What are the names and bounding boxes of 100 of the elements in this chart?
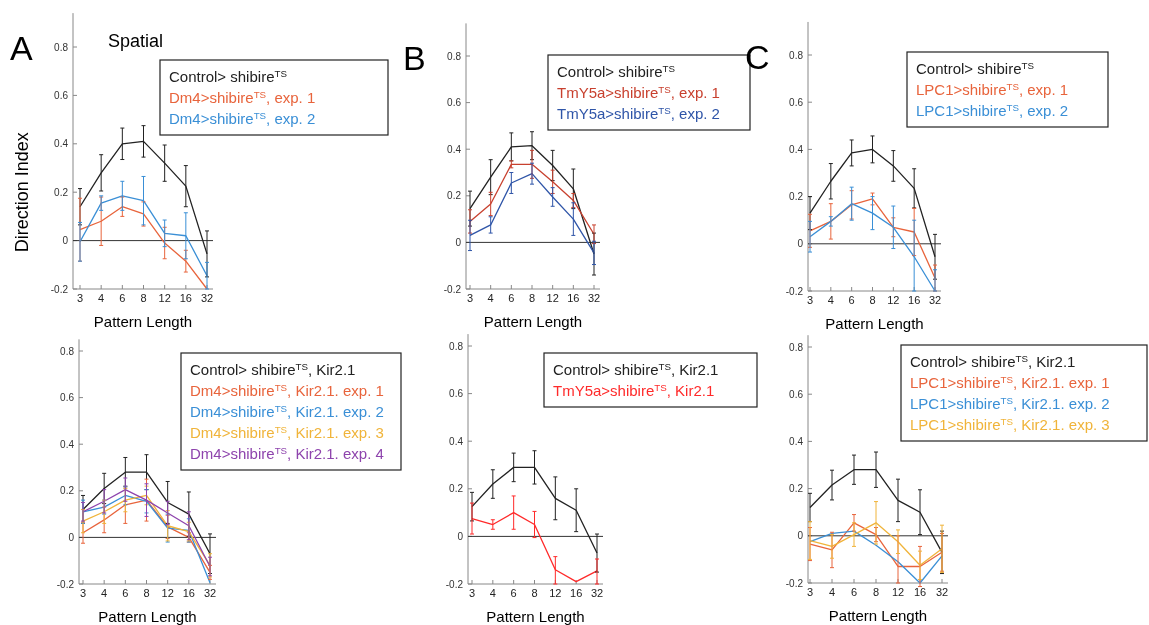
- y-tick-label: -0.2: [785, 577, 804, 589]
- x-tick-label: 16: [182, 587, 195, 599]
- text: Dm4>shibire$^{TS}$, exp. 2: [169, 109, 316, 127]
- text: Dm4>shibire$^{TS}$, Kir2.1. exp. 4: [190, 444, 384, 462]
- x-tick-label: 6: [848, 294, 855, 306]
- y-tick-label: 0.6: [54, 89, 69, 101]
- x-tick-label: 3: [806, 586, 814, 598]
- y-axis-title: Direction Index: [12, 132, 32, 253]
- text: LPC1>shibire$^{TS}$, Kir2.1. exp. 3: [910, 415, 1110, 433]
- y-tick-label: 0.2: [60, 485, 75, 497]
- x-tick-label: 4: [489, 587, 496, 599]
- x-tick-label: 8: [869, 294, 876, 306]
- y-tick-label: -0.2: [785, 285, 804, 297]
- text: A: [10, 29, 33, 68]
- y-tick-label: 0: [457, 530, 464, 542]
- x-tick-label: 12: [549, 587, 562, 599]
- x-axis-title: Pattern Length: [93, 313, 193, 330]
- x-tick-label: 6: [119, 292, 126, 304]
- x-axis-title: Pattern Length: [98, 608, 197, 625]
- x-tick-label: 16: [570, 587, 583, 599]
- x-tick-label: 12: [158, 292, 171, 304]
- x-tick-label: 8: [872, 586, 880, 598]
- x-tick-label: 12: [891, 586, 905, 598]
- line-series: [82, 494, 211, 584]
- y-tick-label: 0.8: [60, 345, 75, 357]
- y-tick-label: -0.2: [443, 283, 462, 295]
- text: Control> shibire$^{TS}$: [169, 67, 288, 85]
- x-tick-label: 32: [587, 292, 601, 304]
- x-tick-label: 32: [200, 292, 214, 304]
- x-tick-label: 16: [908, 294, 921, 306]
- text: Control> shibire$^{TS}$, Kir2.1: [190, 360, 356, 378]
- text: TmY5a>shibire$^{TS}$, exp. 2: [557, 104, 720, 122]
- x-axis-title: Pattern Length: [483, 313, 583, 330]
- y-tick-label: 0.4: [60, 438, 75, 450]
- x-tick-label: 8: [140, 292, 147, 304]
- x-tick-label: 4: [487, 292, 494, 304]
- text: Dm4>shibire$^{TS}$, exp. 1: [169, 88, 316, 106]
- y-tick-label: 0.4: [54, 138, 69, 150]
- text: LPC1>shibire$^{TS}$, exp. 1: [916, 80, 1069, 98]
- y-tick-label: 0.6: [449, 388, 464, 400]
- x-tick-label: 6: [510, 587, 517, 599]
- x-tick-label: 8: [143, 587, 150, 599]
- x-tick-label: 12: [546, 292, 559, 304]
- x-tick-label: 3: [468, 587, 476, 599]
- y-tick-label: 0.4: [449, 435, 464, 447]
- text: Dm4>shibire$^{TS}$, Kir2.1. exp. 3: [190, 423, 384, 441]
- x-tick-label: 3: [806, 294, 814, 306]
- text: B: [403, 39, 426, 78]
- x-tick-label: 3: [76, 292, 84, 304]
- x-tick-label: 16: [913, 586, 927, 598]
- y-tick-label: 0.8: [447, 50, 462, 62]
- x-tick-label: 16: [179, 292, 192, 304]
- y-tick-label: 0.6: [60, 392, 75, 404]
- text: Dm4>shibire$^{TS}$, Kir2.1. exp. 1: [190, 381, 384, 399]
- x-tick-label: 32: [590, 587, 604, 599]
- x-tick-label: 6: [122, 587, 129, 599]
- y-tick-label: 0: [68, 531, 75, 543]
- x-tick-label: 32: [935, 586, 949, 598]
- x-tick-label: 4: [827, 294, 834, 306]
- text: LPC1>shibire$^{TS}$, Kir2.1. exp. 1: [910, 373, 1110, 391]
- text: Spatial: [108, 31, 164, 52]
- y-tick-label: 0.2: [789, 483, 804, 495]
- y-tick-label: 0.2: [789, 191, 804, 203]
- x-tick-label: 12: [161, 587, 174, 599]
- text: LPC1>shibire$^{TS}$, Kir2.1. exp. 2: [910, 394, 1110, 412]
- x-axis-title: Pattern Length: [828, 607, 928, 624]
- text: Dm4>shibire$^{TS}$, Kir2.1. exp. 2: [190, 402, 384, 420]
- text: TmY5a>shibire$^{TS}$, Kir2.1: [553, 381, 715, 399]
- x-tick-label: 4: [101, 587, 108, 599]
- y-tick-label: 0.4: [789, 143, 804, 155]
- y-tick-label: 0.2: [447, 190, 462, 202]
- y-tick-label: 0.8: [789, 49, 804, 61]
- x-axis-title: Pattern Length: [825, 315, 924, 332]
- x-tick-label: 3: [79, 587, 87, 599]
- text: Control> shibire$^{TS}$: [916, 59, 1035, 77]
- y-tick-label: 0.4: [447, 143, 462, 155]
- y-tick-label: 0: [455, 236, 462, 248]
- text: TmY5a>shibire$^{TS}$, exp. 1: [557, 83, 720, 101]
- x-tick-label: 12: [887, 294, 900, 306]
- text: C: [745, 37, 770, 76]
- x-tick-label: 6: [850, 586, 858, 598]
- y-tick-label: 0.8: [54, 41, 69, 53]
- y-tick-label: 0: [797, 238, 804, 250]
- x-tick-label: 4: [828, 586, 836, 598]
- y-tick-label: -0.2: [56, 578, 75, 590]
- x-tick-label: 32: [928, 294, 942, 306]
- y-tick-label: 0: [797, 530, 804, 542]
- y-tick-label: -0.2: [445, 578, 464, 590]
- text: Control> shibire$^{TS}$, Kir2.1: [910, 352, 1076, 370]
- y-tick-label: 0.6: [789, 96, 804, 108]
- y-tick-label: 0.2: [54, 186, 69, 198]
- text: Control> shibire$^{TS}$: [557, 62, 676, 80]
- line-series: [809, 530, 943, 584]
- y-tick-label: 0.6: [789, 388, 804, 400]
- text: LPC1>shibire$^{TS}$, exp. 2: [916, 101, 1069, 119]
- y-tick-label: 0.6: [447, 97, 462, 109]
- x-tick-label: 8: [531, 587, 538, 599]
- y-tick-label: 0.4: [789, 435, 804, 447]
- x-tick-label: 32: [203, 587, 217, 599]
- x-tick-label: 4: [98, 292, 105, 304]
